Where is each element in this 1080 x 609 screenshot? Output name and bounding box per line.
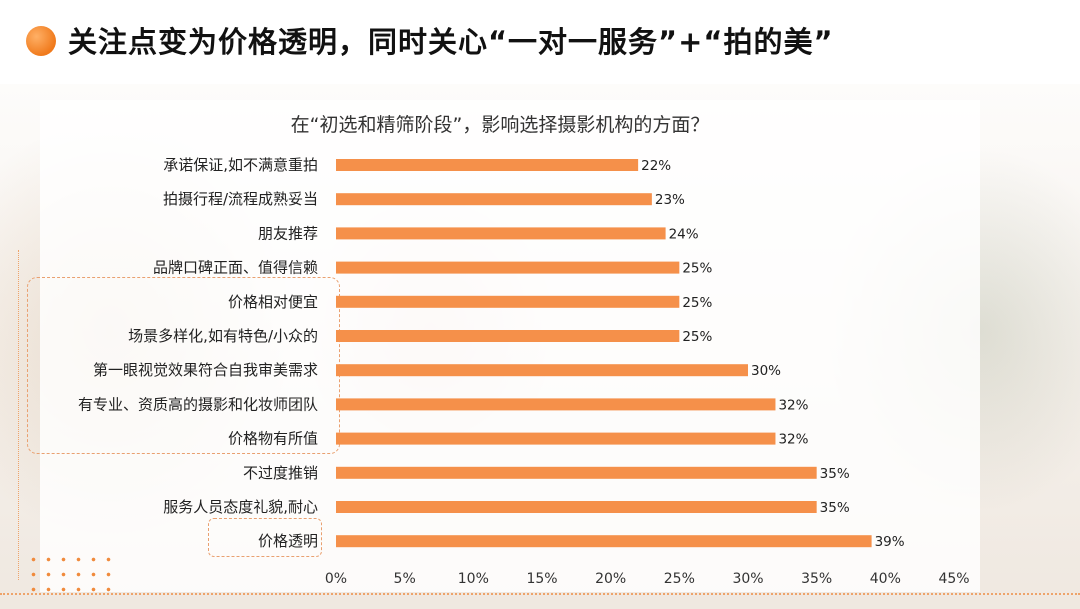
- value-label: 25%: [682, 329, 712, 345]
- bar: [336, 159, 639, 171]
- x-tick-label: 20%: [595, 571, 626, 587]
- x-tick-label: 45%: [938, 571, 969, 587]
- category-label: 第一眼视觉效果符合自我审美需求: [93, 361, 318, 379]
- value-label: 25%: [682, 295, 712, 311]
- value-label: 22%: [641, 158, 671, 174]
- category-label: 价格物有所值: [228, 430, 318, 448]
- page-title: 关注点变为价格透明，同时关心“一对一服务”+“拍的美”: [68, 25, 834, 59]
- title-bar: 关注点变为价格透明，同时关心“一对一服务”+“拍的美”: [0, 0, 1080, 84]
- category-label: 不过度推销: [243, 464, 318, 482]
- decorative-dotted-line-left: [18, 250, 19, 580]
- category-label: 场景多样化,如有特色/小众的: [128, 327, 318, 345]
- value-label: 24%: [669, 226, 699, 242]
- x-tick-label: 30%: [732, 571, 763, 587]
- value-label: 35%: [820, 500, 850, 516]
- highlight-box-top-item: [208, 518, 322, 557]
- bar: [336, 432, 776, 445]
- x-tick-label: 10%: [458, 571, 489, 587]
- bar: [336, 227, 666, 240]
- category-label: 服务人员态度礼貌,耐心: [163, 498, 318, 516]
- decorative-dotted-line-bottom: [0, 593, 1080, 595]
- category-label: 拍摄行程/流程成熟妥当: [163, 190, 318, 208]
- bar: [336, 535, 872, 548]
- bar: [336, 295, 680, 308]
- bar: [336, 466, 817, 479]
- bar: [336, 261, 680, 274]
- value-label: 35%: [820, 466, 850, 482]
- x-tick-label: 5%: [394, 571, 416, 587]
- x-tick-label: 15%: [526, 571, 557, 587]
- category-label: 朋友推荐: [258, 224, 318, 242]
- bar: [336, 364, 748, 377]
- category-label: 价格相对便宜: [228, 293, 318, 311]
- x-tick-label: 0%: [325, 571, 347, 587]
- x-tick-label: 40%: [870, 571, 901, 587]
- value-label: 23%: [655, 192, 685, 208]
- value-label: 30%: [751, 363, 781, 379]
- chart-title: 在“初选和精筛阶段”，影响选择摄影机构的方面？: [290, 114, 710, 136]
- category-label: 有专业、资质高的摄影和化妆师团队: [78, 395, 318, 413]
- bar: [336, 398, 776, 411]
- x-tick-label: 35%: [801, 571, 832, 587]
- bar: [336, 501, 817, 513]
- bar: [336, 193, 652, 206]
- value-label: 32%: [778, 432, 808, 448]
- value-label: 39%: [875, 534, 905, 550]
- category-label: 承诺保证,如不满意重拍: [163, 156, 318, 174]
- category-label: 品牌口碑正面、值得信赖: [153, 259, 318, 277]
- category-label: 价格透明: [258, 532, 318, 550]
- value-label: 25%: [682, 261, 712, 277]
- x-tick-label: 25%: [664, 571, 695, 587]
- bar: [336, 330, 680, 342]
- title-bullet-icon: [26, 26, 56, 56]
- value-label: 32%: [778, 397, 808, 413]
